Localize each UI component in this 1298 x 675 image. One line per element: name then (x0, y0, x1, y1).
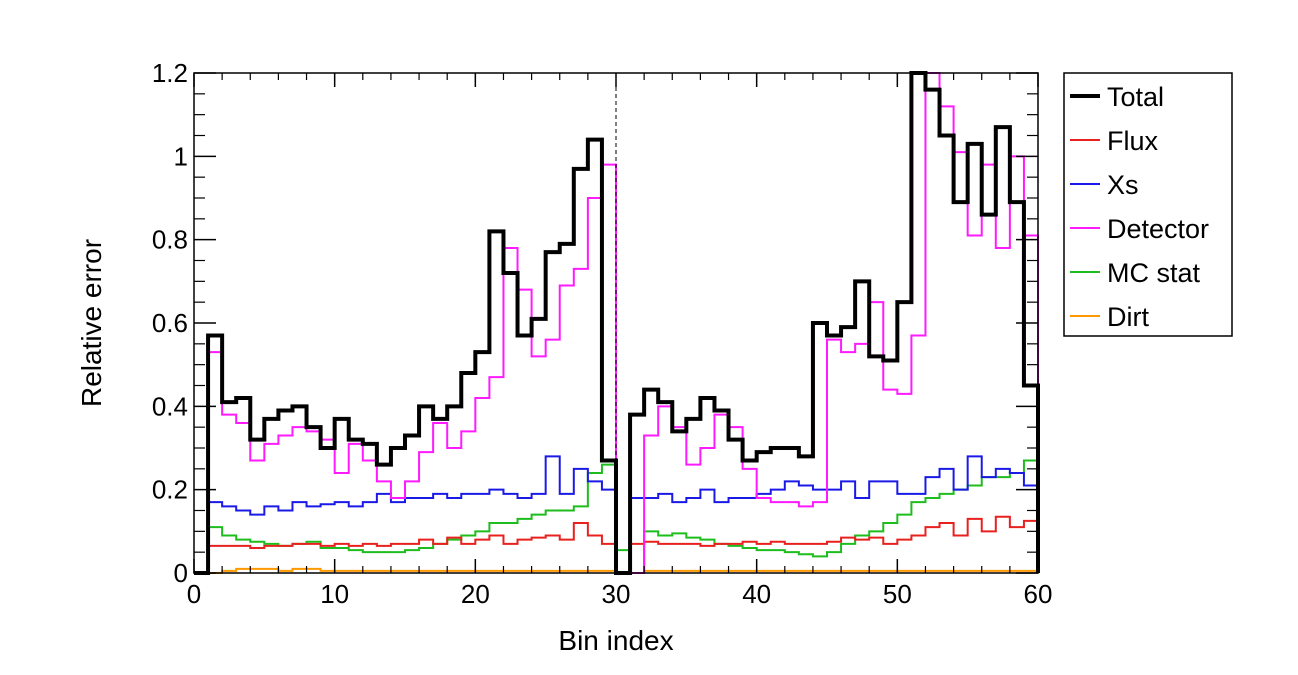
y-tick-label: 1 (174, 141, 188, 171)
legend-label-xs: Xs (1107, 170, 1139, 200)
x-tick-label: 10 (320, 579, 349, 609)
y-tick-label: 0.2 (152, 475, 188, 505)
legend-label-dirt: Dirt (1107, 302, 1149, 332)
x-tick-label: 40 (742, 579, 771, 609)
legend-label-flux: Flux (1107, 126, 1159, 156)
y-tick-label: 0.6 (152, 308, 188, 338)
x-tick-label: 0 (187, 579, 201, 609)
y-axis-title: Relative error (76, 239, 107, 407)
x-tick-label: 50 (883, 579, 912, 609)
x-tick-label: 20 (461, 579, 490, 609)
legend-entries: Total Flux Xs Detector MC stat Dirt (1070, 82, 1209, 332)
series-line-dirt (194, 567, 1039, 574)
y-tick-label: 1.2 (152, 58, 188, 88)
axis-ticks (193, 72, 1039, 574)
y-tick-label: 0.8 (152, 225, 188, 255)
x-tick-label: 30 (602, 579, 631, 609)
legend-label-total: Total (1107, 82, 1164, 112)
legend-label-mc-stat: MC stat (1107, 258, 1201, 288)
series-layer (194, 71, 1040, 575)
y-tick-label: 0 (174, 558, 188, 588)
legend-box (1063, 72, 1233, 337)
y-tick-label: 0.4 (152, 391, 188, 421)
tick-labels: 0 10 20 30 40 50 60 0 0.2 0.4 0.6 0.8 1 1.2 (152, 58, 1053, 609)
legend-label-detector: Detector (1107, 214, 1209, 244)
x-axis-title: Bin index (558, 625, 673, 656)
x-tick-label: 60 (1024, 579, 1053, 609)
legend: Total Flux Xs Detector MC stat Dirt (1063, 72, 1233, 337)
series-line-xs (194, 455, 1039, 574)
